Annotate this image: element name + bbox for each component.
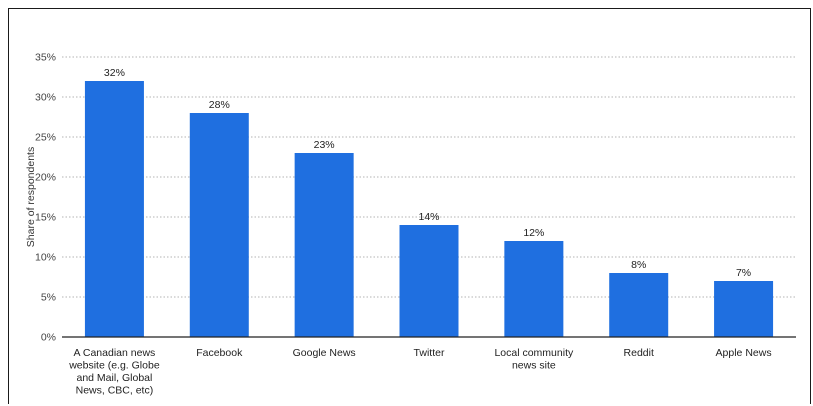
data-label: 8%: [631, 259, 646, 271]
x-tick-label: Twitter: [414, 347, 445, 359]
y-axis-ticks: 0% 5% 10% 15% 20% 25% 30% 35%: [35, 52, 56, 344]
y-tick-label: 25%: [35, 132, 56, 144]
y-tick-label: 30%: [35, 92, 56, 104]
bar: [714, 281, 774, 337]
bar: [189, 113, 249, 337]
y-tick-label: 5%: [41, 292, 56, 304]
x-tick-label: Apple News: [716, 347, 772, 359]
bars: [84, 81, 774, 337]
bar: [399, 225, 459, 337]
data-label: 28%: [209, 99, 230, 111]
data-labels: 32% 28% 23% 14% 12% 8% 7%: [104, 67, 751, 279]
data-label: 12%: [523, 227, 544, 239]
y-tick-label: 10%: [35, 252, 56, 264]
x-tick-label: Facebook: [196, 347, 243, 359]
data-label: 32%: [104, 67, 125, 79]
bar: [504, 241, 564, 337]
bar: [609, 273, 669, 337]
y-axis-title: Share of respondents: [25, 147, 37, 247]
y-tick-label: 35%: [35, 52, 56, 64]
x-axis-labels: A Canadian news website (e.g. Globe and Ma…: [68, 347, 771, 397]
y-tick-label: 15%: [35, 212, 56, 224]
bar: [294, 153, 354, 337]
x-tick-label: A Canadian news website (e.g. Globe and Ma…: [68, 347, 160, 397]
data-label: 7%: [736, 267, 751, 279]
x-tick-label: Local community news site: [494, 347, 574, 372]
y-tick-label: 0%: [41, 332, 56, 344]
x-tick-label: Reddit: [624, 347, 654, 359]
data-label: 14%: [418, 211, 439, 223]
data-label: 23%: [314, 139, 335, 151]
y-tick-label: 20%: [35, 172, 56, 184]
x-tick-label: Google News: [293, 347, 356, 359]
bar: [84, 81, 144, 337]
